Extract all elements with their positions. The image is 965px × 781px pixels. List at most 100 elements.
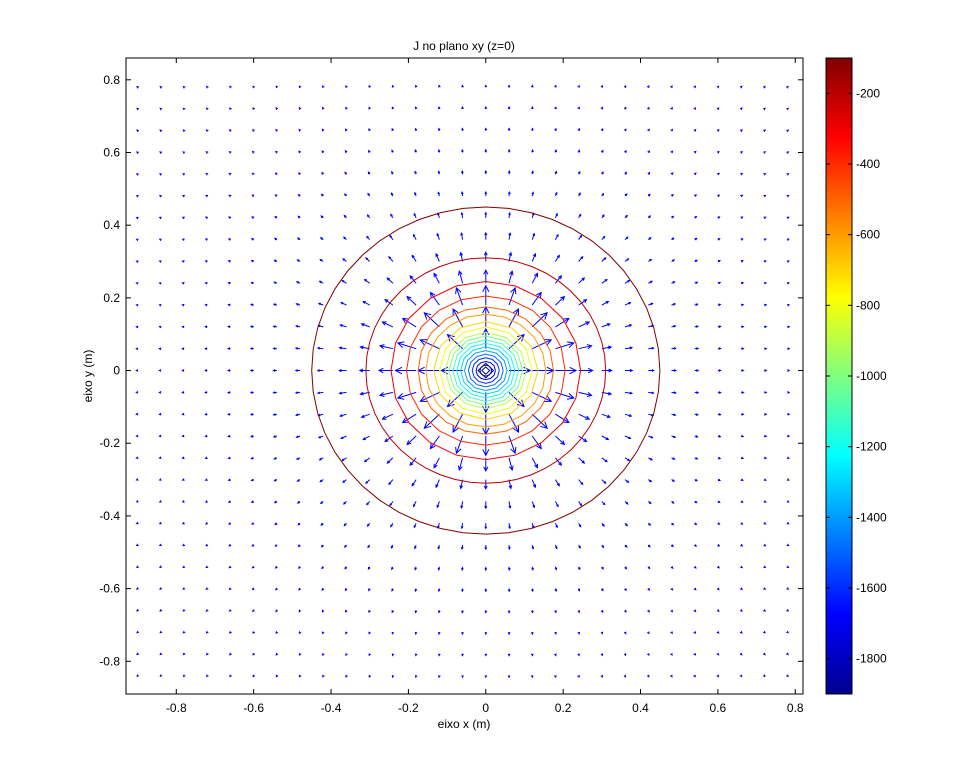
quiver-arrowhead [603,481,607,484]
quiver-arrowhead [673,325,677,328]
contour-line [460,346,512,395]
quiver-arrow [741,698,742,699]
quiver-arrow [386,457,394,464]
quiver-arrowhead [696,347,700,350]
quiver-arrowhead [623,653,627,657]
quiver-arrowhead [295,281,299,284]
quiver-arrowhead [159,129,163,133]
y-tick-label: -0.6 [99,582,120,596]
quiver-arrowhead [438,653,441,657]
quiver-arrowhead [716,587,720,591]
quiver-arrowhead [600,588,604,592]
quiver-arrowhead [135,216,139,220]
quiver-arrowhead [182,608,186,612]
quiver-arrowhead [624,171,628,175]
quiver-arrowhead [649,280,654,284]
quiver-arrowhead [762,674,766,678]
contour-line [471,357,500,384]
quiver-arrowhead [647,150,651,154]
quiver-arrowhead [344,545,347,548]
quiver-arrowhead [362,300,366,304]
quiver-arrowhead [204,500,208,503]
quiver-arrowhead [625,236,629,240]
quiver-arrowhead [484,547,488,551]
quiver-arrowhead [135,325,139,329]
quiver-arrowhead [623,674,627,678]
quiver-arrowhead [554,631,557,635]
quiver-arrow [276,698,277,699]
quiver-arrow [601,323,611,328]
quiver-arrowhead [577,170,581,174]
quiver-arrowhead [135,587,139,590]
quiver-arrowhead [741,281,745,285]
quiver-arrowhead [294,369,298,372]
quiver-arrowhead [461,567,464,572]
quiver-arrowhead [360,414,365,418]
quiver-arrowhead [406,440,412,446]
quiver-arrowhead [135,521,139,525]
quiver-arrowhead [365,257,368,260]
quiver-arrowhead [694,215,698,219]
quiver-arrowhead [158,565,162,568]
quiver-arrowhead [787,303,791,307]
quiver-arrowhead [396,341,405,349]
quiver-arrowhead [135,608,139,612]
quiver-arrowhead [368,128,371,131]
quiver-arrowhead [484,148,488,152]
quiver-arrowhead [414,84,418,88]
quiver-arrowhead [510,446,517,455]
quiver-arrowhead [532,252,537,257]
quiver-arrowhead [227,369,231,372]
quiver-arrowhead [275,652,279,656]
quiver-arrowhead [251,216,255,219]
quiver-arrowhead [182,107,186,111]
quiver-arrowhead [378,344,385,350]
quiver-arrowhead [362,437,366,441]
quiver-arrowhead [182,587,186,590]
quiver-arrow [423,413,440,429]
quiver-arrowhead [366,524,370,528]
quiver-arrowhead [297,215,301,219]
quiver-arrowhead [672,259,676,262]
quiver-arrowhead [344,566,348,570]
quiver-arrowhead [358,368,364,373]
quiver-arrowhead [386,277,391,281]
x-tick-label: -0.2 [398,701,419,715]
quiver-arrowhead [274,565,278,569]
quiver-arrowhead [673,303,677,306]
quiver-arrowhead [693,172,697,176]
colorbar-tick-label: -1400 [856,510,887,524]
quiver-arrowhead [182,194,186,198]
contour-line [417,306,554,435]
quiver-arrowhead [381,415,387,420]
quiver-arrowhead [739,85,743,89]
quiver-arrowhead [763,194,767,198]
quiver-arrowhead [406,295,412,301]
quiver-arrowhead [250,478,254,482]
quiver-arrowhead [228,630,232,634]
quiver-arrowhead [484,231,488,236]
quiver-arrowhead [250,281,254,285]
quiver-arrowhead [740,151,743,154]
quiver-arrowhead [578,697,580,699]
quiver-arrowhead [530,631,534,636]
quiver-arrowhead [207,696,209,698]
quiver-arrowhead [369,697,371,699]
quiver-arrowhead [298,172,301,175]
quiver-arrowhead [786,587,790,590]
quiver-arrowhead [321,106,325,110]
quiver-arrow [452,308,464,328]
quiver-arrowhead [181,325,185,329]
quiver-arrowhead [181,369,185,372]
quiver-arrowhead [716,107,720,111]
quiver-arrowhead [182,630,186,634]
quiver-arrowhead [647,588,651,592]
quiver-arrowhead [740,522,744,525]
quiver-arrowhead [623,631,627,635]
quiver-arrowhead [650,302,654,306]
quiver-arrowhead [508,505,512,509]
quiver-arrow [555,457,562,466]
quiver-arrowhead [227,281,231,285]
quiver-arrowhead [182,565,186,569]
quiver-arrowhead [205,151,209,154]
